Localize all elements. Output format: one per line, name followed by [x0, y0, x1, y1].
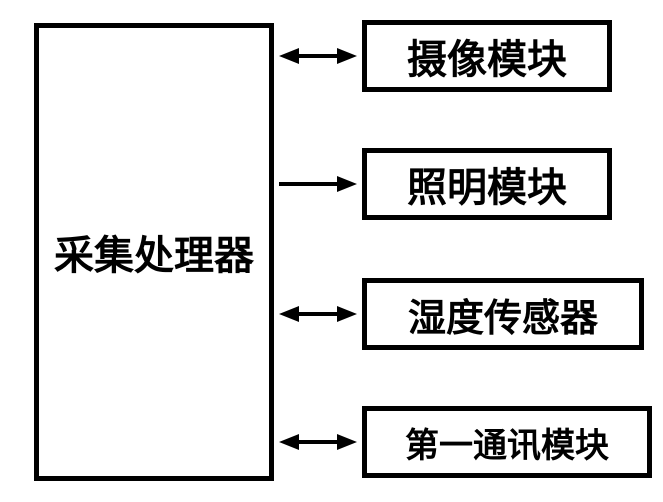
module-block-1-label: 照明模块 — [407, 155, 567, 213]
arrow — [279, 299, 357, 329]
module-block-2-label: 湿度传感器 — [408, 287, 598, 342]
arrow — [279, 41, 357, 71]
module-block-0: 摄像模块 — [362, 20, 612, 92]
arrow — [279, 169, 357, 199]
arrow — [279, 427, 357, 457]
module-block-3-label: 第一通讯模块 — [405, 418, 609, 467]
module-block-3: 第一通讯模块 — [362, 406, 652, 478]
processor-block-label: 采集处理器 — [54, 223, 254, 281]
module-block-0-label: 摄像模块 — [407, 27, 567, 85]
module-block-2: 湿度传感器 — [362, 278, 644, 350]
module-block-1: 照明模块 — [362, 148, 612, 220]
processor-block: 采集处理器 — [34, 23, 274, 481]
